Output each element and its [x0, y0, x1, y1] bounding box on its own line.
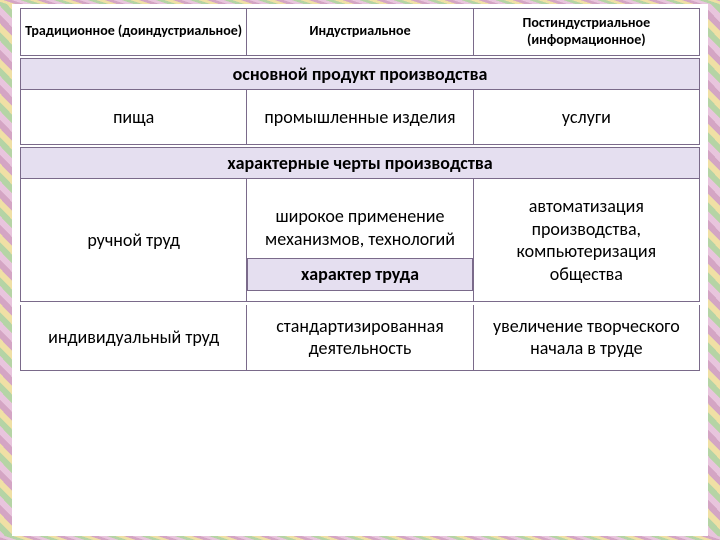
- table-row: индивидуальный труд стандартизированная …: [21, 305, 700, 371]
- cell-with-inner: широкое применение механизмов, технологи…: [247, 179, 473, 302]
- section-title: характерные черты производства: [21, 148, 700, 179]
- inner-section-title: характер труда: [247, 258, 472, 291]
- section-heading: основной продукт производства: [21, 58, 700, 89]
- table-row: ручной труд широкое применение механизмо…: [21, 179, 700, 302]
- cell: ручной труд: [21, 179, 247, 302]
- table-header-row: Традиционное (доиндустриальное) Индустри…: [21, 9, 700, 56]
- section-heading: характерные черты производства: [21, 148, 700, 179]
- cell: промышленные изделия: [247, 89, 473, 145]
- cell: пища: [21, 89, 247, 145]
- section-title: основной продукт производства: [21, 58, 700, 89]
- cell: стандартизированная деятельность: [247, 305, 473, 371]
- header-cell: Индустриальное: [247, 9, 473, 56]
- cell: услуги: [473, 89, 699, 145]
- cell: индивидуальный труд: [21, 305, 247, 371]
- header-cell: Традиционное (доиндустриальное): [21, 9, 247, 56]
- cell: автоматизация производства, компьютериза…: [473, 179, 699, 302]
- table-row: пища промышленные изделия услуги: [21, 89, 700, 145]
- cell: увеличение творческого начала в труде: [473, 305, 699, 371]
- header-cell: Постиндустриальное (информационное): [473, 9, 699, 56]
- cell-text: широкое применение механизмов, технологи…: [253, 205, 466, 250]
- comparison-table: Традиционное (доиндустриальное) Индустри…: [20, 8, 700, 371]
